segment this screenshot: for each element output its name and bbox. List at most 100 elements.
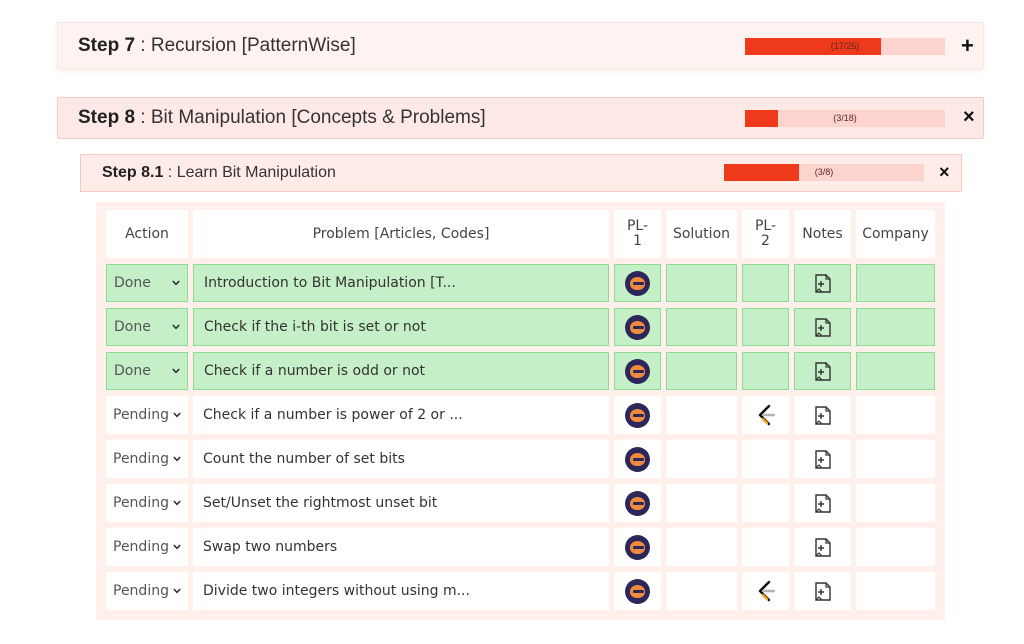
substep-8-1-title: Step 8.1 : Learn Bit Manipulation	[102, 164, 336, 181]
status-value: Done	[114, 319, 151, 335]
row-4-company-cell	[856, 396, 935, 434]
row-7-solution-cell	[666, 528, 737, 566]
substep-8-1-header[interactable]: Step 8.1 : Learn Bit Manipulation (3/8) …	[80, 154, 962, 192]
chevron-down-icon	[173, 544, 181, 550]
status-value: Pending	[113, 495, 169, 511]
status-value: Pending	[113, 539, 169, 555]
coding-ninjas-icon[interactable]	[625, 314, 650, 340]
step-8-header[interactable]: Step 8 : Bit Manipulation [Concepts & Pr…	[57, 97, 984, 139]
expand-icon[interactable]: +	[961, 33, 974, 58]
status-select[interactable]: Pending	[106, 572, 188, 610]
status-value: Pending	[113, 583, 169, 599]
add-note-icon[interactable]	[813, 537, 833, 558]
coding-ninjas-icon[interactable]	[625, 358, 650, 384]
row-3-solution-cell	[666, 352, 737, 390]
status-select[interactable]: Pending	[106, 528, 188, 566]
status-select[interactable]: Pending	[106, 484, 188, 522]
status-select[interactable]: Done	[106, 352, 188, 390]
header-problem: Problem [Articles, Codes]	[193, 210, 609, 258]
row-5-pl2-cell	[742, 440, 789, 478]
status-select[interactable]: Pending	[106, 396, 188, 434]
problem-link[interactable]: Check if a number is odd or not	[193, 352, 609, 390]
leetcode-icon[interactable]	[755, 403, 777, 427]
add-note-icon[interactable]	[813, 581, 833, 602]
step-8-title: Step 8 : Bit Manipulation [Concepts & Pr…	[78, 107, 486, 128]
substep-progress-fill	[724, 164, 799, 181]
row-7-pl1-cell	[614, 528, 661, 566]
row-8-pl2-cell	[742, 572, 789, 610]
chevron-down-icon	[172, 324, 180, 330]
coding-ninjas-icon[interactable]	[625, 534, 650, 560]
coding-ninjas-icon[interactable]	[625, 270, 650, 296]
problem-link[interactable]: Divide two integers without using m...	[193, 572, 609, 610]
header-notes: Notes	[794, 210, 851, 258]
step-8-progress-bar: (3/18)	[745, 110, 945, 127]
add-note-icon[interactable]	[813, 361, 833, 382]
chevron-down-icon	[173, 588, 181, 594]
chevron-down-icon	[173, 500, 181, 506]
step-7-title: Step 7 : Recursion [PatternWise]	[78, 34, 356, 56]
header-pl2: PL- 2	[742, 210, 789, 258]
row-2-company-cell	[856, 308, 935, 346]
substep-progress-bar: (3/8)	[724, 164, 924, 181]
row-6-solution-cell	[666, 484, 737, 522]
problem-link[interactable]: Swap two numbers	[193, 528, 609, 566]
status-select[interactable]: Pending	[106, 440, 188, 478]
status-value: Pending	[113, 451, 169, 467]
row-5-pl1-cell	[614, 440, 661, 478]
coding-ninjas-icon[interactable]	[625, 446, 650, 472]
row-2-solution-cell	[666, 308, 737, 346]
header-pl1: PL- 1	[614, 210, 661, 258]
row-3-company-cell	[856, 352, 935, 390]
step-7-header[interactable]: Step 7 : Recursion [PatternWise] (17/25)…	[57, 22, 984, 69]
leetcode-icon[interactable]	[755, 579, 777, 603]
row-1-notes-cell	[794, 264, 851, 302]
row-1-solution-cell	[666, 264, 737, 302]
add-note-icon[interactable]	[813, 405, 833, 426]
substep-progress-text: (3/8)	[814, 167, 834, 177]
status-value: Done	[114, 363, 151, 379]
row-8-solution-cell	[666, 572, 737, 610]
problem-link[interactable]: Check if the i-th bit is set or not	[193, 308, 609, 346]
row-2-notes-cell	[794, 308, 851, 346]
coding-ninjas-icon[interactable]	[625, 402, 650, 428]
row-1-pl2-cell	[742, 264, 789, 302]
coding-ninjas-icon[interactable]	[625, 578, 650, 604]
status-value: Pending	[113, 407, 169, 423]
header-company: Company	[856, 210, 935, 258]
chevron-down-icon	[173, 456, 181, 462]
step-7-progress-bar: (17/25)	[745, 38, 945, 55]
problem-link[interactable]: Introduction to Bit Manipulation [T...	[193, 264, 609, 302]
problem-link[interactable]: Set/Unset the rightmost unset bit	[193, 484, 609, 522]
row-4-pl2-cell	[742, 396, 789, 434]
row-7-company-cell	[856, 528, 935, 566]
status-select[interactable]: Done	[106, 264, 188, 302]
step-7-progress-text: (17/25)	[830, 41, 860, 51]
row-1-pl1-cell	[614, 264, 661, 302]
close-icon[interactable]: ×	[963, 106, 975, 128]
close-icon[interactable]: ×	[939, 162, 950, 182]
row-5-notes-cell	[794, 440, 851, 478]
row-4-notes-cell	[794, 396, 851, 434]
chevron-down-icon	[172, 368, 180, 374]
row-6-pl2-cell	[742, 484, 789, 522]
row-5-company-cell	[856, 440, 935, 478]
row-1-company-cell	[856, 264, 935, 302]
coding-ninjas-icon[interactable]	[625, 490, 650, 516]
step-8-progress-text: (3/18)	[833, 113, 857, 123]
add-note-icon[interactable]	[813, 317, 833, 338]
row-3-notes-cell	[794, 352, 851, 390]
problem-link[interactable]: Check if a number is power of 2 or ...	[193, 396, 609, 434]
header-action: Action	[106, 210, 188, 258]
row-7-pl2-cell	[742, 528, 789, 566]
row-7-notes-cell	[794, 528, 851, 566]
header-solution: Solution	[666, 210, 737, 258]
status-select[interactable]: Done	[106, 308, 188, 346]
row-3-pl1-cell	[614, 352, 661, 390]
row-5-solution-cell	[666, 440, 737, 478]
add-note-icon[interactable]	[813, 273, 833, 294]
add-note-icon[interactable]	[813, 493, 833, 514]
row-2-pl2-cell	[742, 308, 789, 346]
problem-link[interactable]: Count the number of set bits	[193, 440, 609, 478]
add-note-icon[interactable]	[813, 449, 833, 470]
